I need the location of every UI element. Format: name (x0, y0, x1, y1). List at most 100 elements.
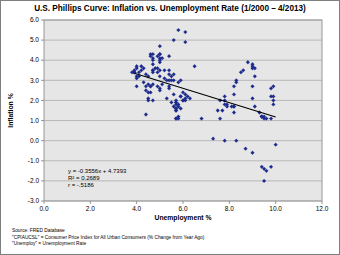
x-tick (275, 201, 276, 204)
point (271, 103, 275, 107)
point (142, 80, 146, 84)
plot-marks (130, 28, 277, 183)
point (183, 40, 187, 44)
grid-line (44, 120, 322, 121)
point (265, 169, 269, 173)
point (151, 68, 155, 72)
point (269, 86, 273, 90)
x-tick-label: 2.0 (86, 205, 95, 212)
point (269, 165, 273, 169)
point (269, 117, 273, 121)
point (223, 139, 227, 143)
point (179, 95, 183, 99)
x-tick (183, 201, 184, 204)
point (151, 99, 155, 103)
point (172, 93, 176, 97)
point (172, 105, 176, 109)
x-tick (44, 201, 45, 204)
point (234, 139, 238, 143)
point (170, 101, 174, 105)
point (230, 105, 234, 109)
point (158, 44, 162, 48)
point (172, 38, 176, 42)
point (158, 60, 162, 64)
x-tick-label: 4.0 (132, 205, 141, 212)
title: U.S. Phillips Curve: Inflation vs. Unemp… (34, 4, 306, 13)
point (167, 72, 171, 76)
point (262, 179, 266, 183)
y-tick-label: -2.0 (28, 177, 40, 184)
y-tick (41, 40, 44, 41)
y-tick-label: 5.0 (30, 36, 39, 43)
x-tick (136, 201, 137, 204)
grid-line (44, 40, 322, 41)
chart: U.S. Phillips Curve: Inflation vs. Unemp… (0, 0, 340, 255)
point (216, 109, 220, 113)
point (160, 82, 164, 86)
y-tick (41, 160, 44, 161)
point (151, 52, 155, 56)
point (211, 137, 215, 141)
point (246, 60, 250, 64)
grid-line (44, 140, 322, 141)
chart-svg: U.S. Phillips Curve: Inflation vs. Unemp… (0, 0, 340, 255)
point (144, 113, 148, 117)
point (200, 117, 204, 121)
y-tick-label: -1.0 (28, 157, 40, 164)
point (253, 105, 257, 109)
point (167, 78, 171, 82)
annotation: r = -.5186 (68, 182, 95, 188)
point (174, 101, 178, 105)
point (158, 88, 162, 92)
grid-line (44, 160, 322, 161)
chart-border (1, 1, 340, 255)
point (253, 74, 257, 78)
y-tick (41, 180, 44, 181)
point (232, 84, 236, 88)
point (146, 91, 150, 95)
point (167, 54, 171, 58)
point (144, 84, 148, 88)
trend-line (134, 73, 275, 117)
y-tick-label: 6.0 (30, 16, 39, 23)
point (158, 52, 162, 56)
annotation: y = -0.3556x + 4.7393 (68, 168, 127, 174)
point (176, 105, 180, 109)
y-tick-label: 2.0 (30, 97, 39, 104)
point (179, 95, 183, 99)
y-tick (41, 120, 44, 121)
point (181, 99, 185, 103)
point (271, 99, 275, 103)
point (218, 117, 222, 121)
point (163, 76, 167, 80)
point (174, 101, 178, 105)
point (232, 93, 236, 97)
point (135, 84, 139, 88)
x-tick-label: 10.0 (269, 205, 282, 212)
x-tick-label: 12.0 (316, 205, 329, 212)
point (225, 105, 229, 109)
point (183, 30, 187, 34)
y-tick-label: 4.0 (30, 56, 39, 63)
point (251, 151, 255, 155)
point (193, 64, 197, 68)
x-tick (229, 201, 230, 204)
point (239, 70, 243, 74)
y-tick (41, 60, 44, 61)
x-axis-title: Unemployment % (154, 214, 211, 222)
point (176, 117, 180, 121)
point (167, 86, 171, 90)
point (220, 109, 224, 113)
y-tick (41, 201, 44, 202)
point (223, 95, 227, 99)
point (271, 95, 275, 99)
point (179, 78, 183, 82)
y-tick-label: 3.0 (30, 77, 39, 84)
point (244, 147, 248, 151)
point (151, 56, 155, 60)
point (251, 62, 255, 66)
source-note: Source: FRED Database (12, 228, 65, 233)
y-tick-label: 1.0 (30, 117, 39, 124)
point (163, 68, 167, 72)
point (176, 28, 180, 32)
